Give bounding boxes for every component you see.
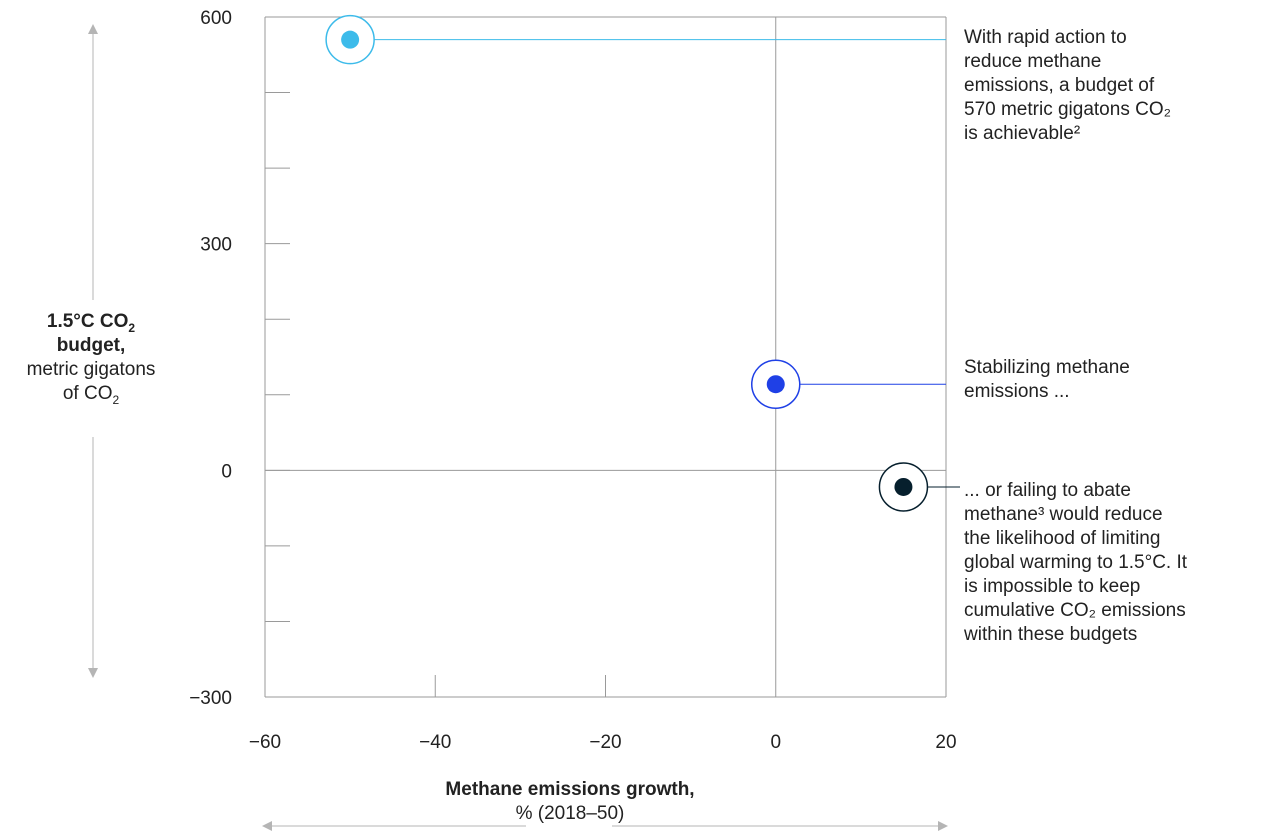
- arrow-down-icon: [88, 668, 98, 678]
- data-point: [766, 375, 785, 394]
- x-axis-label: Methane emissions growth, % (2018–50): [420, 778, 720, 826]
- annotation-line: 570 metric gigatons CO₂: [964, 99, 1171, 120]
- annotation-stabilizing: Stabilizing methane emissions ...: [964, 356, 1254, 404]
- annotation-line: global warming to 1.5°C. It: [964, 552, 1188, 573]
- y-axis-label-bold-1: 1.5°C CO: [46, 311, 129, 332]
- annotation-line: cumulative CO₂ emissions: [964, 600, 1186, 621]
- arrow-left-icon: [262, 821, 272, 831]
- annotation-line: is achievable²: [964, 123, 1081, 144]
- x-tick-label: −40: [419, 732, 451, 753]
- y-axis-label-normal-2: of CO: [62, 383, 113, 404]
- y-axis-label-normal-1: metric gigatons: [26, 359, 156, 380]
- arrow-up-icon: [88, 24, 98, 34]
- y-tick-label: 300: [200, 235, 232, 256]
- y-axis-label-sub: 2: [128, 320, 136, 335]
- annotation-failing: ... or failing to abate methane³ would r…: [964, 479, 1254, 647]
- annotation-line: emissions ...: [964, 381, 1070, 402]
- x-tick-label: 0: [770, 732, 781, 753]
- annotation-line: within these budgets: [964, 624, 1138, 645]
- annotation-line: Stabilizing methane: [964, 357, 1130, 378]
- data-point: [894, 477, 913, 496]
- x-tick-label: −20: [589, 732, 621, 753]
- y-tick-label: −300: [189, 688, 232, 709]
- data-point: [341, 30, 360, 49]
- annotation-line: methane³ would reduce: [964, 504, 1163, 525]
- x-tick-label: 20: [935, 732, 956, 753]
- annotation-line: ... or failing to abate: [964, 480, 1131, 501]
- x-tick-label: −60: [249, 732, 281, 753]
- arrow-right-icon: [938, 821, 948, 831]
- annotation-line: reduce methane: [964, 51, 1102, 72]
- x-axis-label-normal: % (2018–50): [515, 803, 625, 824]
- x-axis-label-bold: Methane emissions growth,: [445, 779, 695, 800]
- annotation-line: With rapid action to: [964, 27, 1127, 48]
- y-axis-label-normal-sub: 2: [112, 392, 120, 407]
- y-axis-label-bold-2: budget,: [56, 335, 126, 356]
- annotation-line: emissions, a budget of: [964, 75, 1155, 96]
- y-axis-label: 1.5°C CO2 budget, metric gigatons of CO2: [0, 310, 182, 406]
- annotation-line: is impossible to keep: [964, 576, 1141, 597]
- annotation-rapid-action: With rapid action to reduce methane emis…: [964, 26, 1254, 146]
- annotation-line: the likelihood of limiting: [964, 528, 1161, 549]
- y-tick-label: 600: [200, 8, 232, 29]
- y-tick-label: 0: [221, 461, 232, 482]
